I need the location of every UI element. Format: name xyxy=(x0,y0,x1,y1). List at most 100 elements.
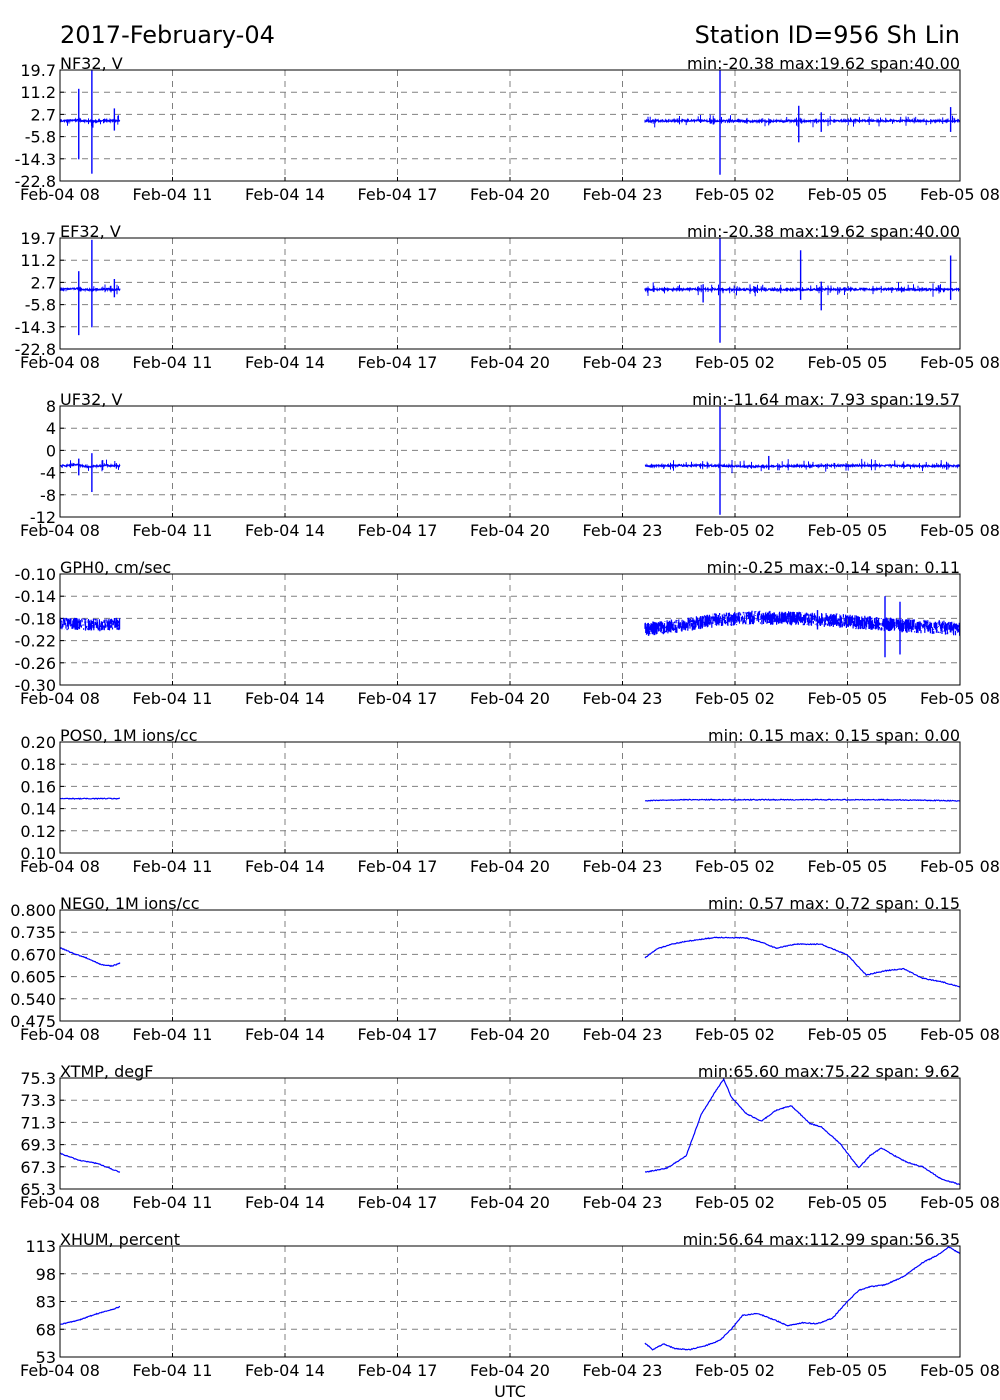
x-tick-label: Feb-04 11 xyxy=(133,1025,213,1044)
panel-title: POS0, 1M ions/cc xyxy=(60,726,198,745)
y-tick-label: 0.18 xyxy=(20,755,56,774)
y-tick-label: 2.7 xyxy=(31,273,56,292)
x-tick-label: Feb-04 23 xyxy=(583,353,663,372)
series-burst-segment xyxy=(644,114,956,128)
y-tick-label: 0.16 xyxy=(20,777,56,796)
panel-title: NF32, V xyxy=(60,54,123,73)
x-tick-label: Feb-04 17 xyxy=(358,1025,438,1044)
x-tick-label: Feb-05 08 xyxy=(920,185,1000,204)
x-tick-label: Feb-04 20 xyxy=(470,689,550,708)
x-tick-label: Feb-04 17 xyxy=(358,1361,438,1380)
x-tick-label: Feb-05 05 xyxy=(808,185,888,204)
y-tick-label: 65.3 xyxy=(20,1180,56,1199)
y-tick-label: 75.3 xyxy=(20,1069,56,1088)
x-tick-label: Feb-04 14 xyxy=(245,1193,325,1212)
x-tick-label: Feb-04 08 xyxy=(20,185,100,204)
y-tick-label: 113 xyxy=(25,1237,56,1256)
x-tick-label: Feb-04 11 xyxy=(133,857,213,876)
x-tick-label: Feb-05 02 xyxy=(695,1025,775,1044)
plot-frame xyxy=(59,573,961,686)
panel-stats: min:65.60 max:75.22 span: 9.62 xyxy=(698,1062,960,1081)
panel-stats: min: 0.57 max: 0.72 span: 0.15 xyxy=(708,894,960,913)
y-tick-label: 4 xyxy=(46,419,56,438)
series-line-segment xyxy=(59,117,121,124)
x-tick-label: Feb-05 02 xyxy=(695,1193,775,1212)
plot-frame xyxy=(59,69,961,182)
y-tick-label: 11.2 xyxy=(20,83,56,102)
y-tick-label: -14.3 xyxy=(15,318,56,337)
x-tick-label: Feb-04 17 xyxy=(358,521,438,540)
y-tick-label: 0.10 xyxy=(20,844,56,863)
x-tick-label: Feb-04 23 xyxy=(583,521,663,540)
series-burst-segment xyxy=(651,458,949,474)
x-tick-label: Feb-05 05 xyxy=(808,353,888,372)
x-tick-label: Feb-04 23 xyxy=(583,1025,663,1044)
y-tick-label: 73.3 xyxy=(20,1091,56,1110)
y-tick-label: 2.7 xyxy=(31,105,56,124)
y-tick-label: 98 xyxy=(36,1265,56,1284)
series-band-segment xyxy=(644,610,961,636)
panel-stats: min:56.64 max:112.99 span:56.35 xyxy=(683,1230,960,1249)
y-tick-label: -12 xyxy=(30,508,56,527)
x-tick-label: Feb-05 02 xyxy=(695,521,775,540)
x-tick-label: Feb-04 23 xyxy=(583,857,663,876)
panel-title: EF32, V xyxy=(60,222,121,241)
panel-stats: min:-20.38 max:19.62 span:40.00 xyxy=(687,222,960,241)
x-tick-label: Feb-04 20 xyxy=(470,1361,550,1380)
x-tick-label: Feb-04 17 xyxy=(358,185,438,204)
y-tick-label: 0.540 xyxy=(10,990,56,1009)
y-tick-label: -14.3 xyxy=(15,150,56,169)
x-axis-label: UTC xyxy=(494,1382,526,1400)
series-line-segment xyxy=(644,1246,961,1351)
x-tick-label: Feb-04 08 xyxy=(20,689,100,708)
x-tick-label: Feb-04 14 xyxy=(245,185,325,204)
x-tick-label: Feb-05 08 xyxy=(920,857,1000,876)
x-tick-label: Feb-05 08 xyxy=(920,689,1000,708)
x-tick-label: Feb-05 05 xyxy=(808,1361,888,1380)
y-tick-label: 11.2 xyxy=(20,251,56,270)
x-tick-label: Feb-04 08 xyxy=(20,1361,100,1380)
x-tick-label: Feb-04 17 xyxy=(358,353,438,372)
x-tick-label: Feb-04 11 xyxy=(133,1193,213,1212)
y-tick-label: 0.605 xyxy=(10,968,56,987)
x-tick-label: Feb-04 14 xyxy=(245,1025,325,1044)
x-tick-label: Feb-04 08 xyxy=(20,521,100,540)
panel-title: XHUM, percent xyxy=(60,1230,180,1249)
x-tick-label: Feb-05 08 xyxy=(920,521,1000,540)
figure-date-title: 2017-February-04 xyxy=(60,21,275,49)
x-tick-label: Feb-05 02 xyxy=(695,353,775,372)
x-tick-label: Feb-05 02 xyxy=(695,689,775,708)
y-tick-label: -0.14 xyxy=(15,587,56,606)
x-tick-label: Feb-05 05 xyxy=(808,689,888,708)
plot-frame xyxy=(59,909,961,1022)
x-tick-label: Feb-04 20 xyxy=(470,185,550,204)
y-tick-label: 0.20 xyxy=(20,733,56,752)
x-tick-label: Feb-04 11 xyxy=(133,521,213,540)
y-tick-label: 0.670 xyxy=(10,945,56,964)
panel-title: UF32, V xyxy=(60,390,122,409)
x-tick-label: Feb-04 14 xyxy=(245,689,325,708)
panel-title: XTMP, degF xyxy=(60,1062,153,1081)
y-tick-label: 83 xyxy=(36,1293,56,1312)
y-tick-label: 69.3 xyxy=(20,1136,56,1155)
y-tick-label: 68 xyxy=(36,1320,56,1339)
x-tick-label: Feb-04 08 xyxy=(20,1025,100,1044)
x-tick-label: Feb-04 20 xyxy=(470,1193,550,1212)
x-tick-label: Feb-05 05 xyxy=(808,857,888,876)
series-line-segment xyxy=(59,946,121,967)
x-tick-label: Feb-05 08 xyxy=(920,353,1000,372)
panel-stats: min:-20.38 max:19.62 span:40.00 xyxy=(687,54,960,73)
x-tick-label: Feb-05 02 xyxy=(695,857,775,876)
x-tick-label: Feb-05 08 xyxy=(920,1025,1000,1044)
series-burst-segment xyxy=(644,282,959,297)
y-tick-label: -0.26 xyxy=(15,654,56,673)
x-tick-label: Feb-04 08 xyxy=(20,1193,100,1212)
